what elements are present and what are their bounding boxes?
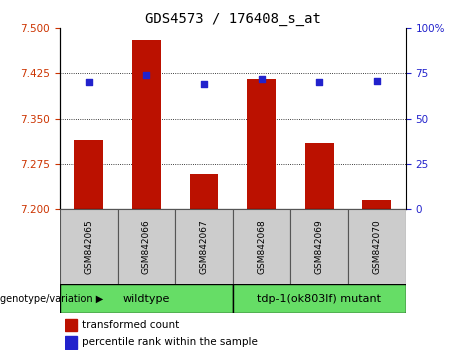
Bar — [233, 284, 406, 313]
Point — [85, 80, 92, 85]
Bar — [74, 139, 103, 209]
Bar — [189, 174, 219, 209]
Bar — [60, 209, 118, 285]
Point — [258, 76, 266, 82]
Bar — [233, 209, 290, 285]
Text: percentile rank within the sample: percentile rank within the sample — [82, 337, 258, 348]
Text: genotype/variation ▶: genotype/variation ▶ — [0, 294, 104, 304]
Point — [315, 80, 323, 85]
Bar — [65, 336, 77, 349]
Title: GDS4573 / 176408_s_at: GDS4573 / 176408_s_at — [145, 12, 321, 26]
Text: GSM842070: GSM842070 — [372, 219, 381, 274]
Point — [200, 81, 207, 87]
Point — [142, 73, 150, 78]
Text: GSM842067: GSM842067 — [200, 219, 208, 274]
Point — [373, 78, 381, 84]
Text: tdp-1(ok803lf) mutant: tdp-1(ok803lf) mutant — [257, 294, 381, 304]
Bar — [305, 143, 334, 209]
Text: transformed count: transformed count — [82, 320, 179, 330]
Text: GSM842068: GSM842068 — [257, 219, 266, 274]
Text: GSM842066: GSM842066 — [142, 219, 151, 274]
Bar — [362, 200, 391, 209]
Bar — [175, 209, 233, 285]
Text: wildtype: wildtype — [123, 294, 170, 304]
Bar — [247, 79, 276, 209]
Text: GSM842065: GSM842065 — [84, 219, 93, 274]
Bar — [65, 319, 77, 331]
Bar — [118, 209, 175, 285]
Bar — [132, 40, 161, 209]
Bar — [60, 284, 233, 313]
Bar — [348, 209, 406, 285]
Bar — [290, 209, 348, 285]
Text: GSM842069: GSM842069 — [315, 219, 324, 274]
